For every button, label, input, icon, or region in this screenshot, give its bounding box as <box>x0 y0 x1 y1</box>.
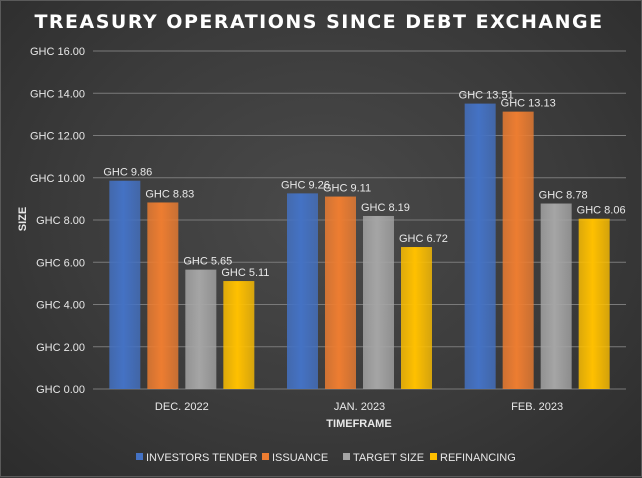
bar-issuance <box>325 196 356 389</box>
data-label-refinancing: GHC 6.72 <box>399 233 448 245</box>
y-tick-label: GHC 8.00 <box>36 215 85 227</box>
data-label-target-size: GHC 8.19 <box>361 202 410 214</box>
data-label-issuance: GHC 9.11 <box>323 183 371 195</box>
legend-swatch-investors-tender <box>136 453 143 460</box>
data-label-refinancing: GHC 8.06 <box>577 205 626 217</box>
bar-target-size <box>540 203 572 389</box>
bar-issuance <box>147 202 179 389</box>
bar-refinancing <box>401 247 432 389</box>
legend-label-target-size: TARGET SIZE <box>353 452 424 464</box>
x-tick-label: JAN. 2023 <box>334 401 385 413</box>
y-axis-title: SIZE <box>17 207 29 231</box>
x-tick-label: FEB. 2023 <box>511 401 563 413</box>
bar-refinancing <box>578 218 610 389</box>
data-label-issuance: GHC 8.83 <box>145 188 194 200</box>
bar-target-size <box>185 269 217 389</box>
data-label-refinancing: GHC 5.11 <box>221 267 269 279</box>
x-tick-label: DEC. 2022 <box>155 401 209 413</box>
y-tick-label: GHC 14.00 <box>30 88 85 100</box>
bar-investors-tender <box>287 193 318 389</box>
bar-issuance <box>502 111 534 389</box>
data-label-investors-tender: GHC 9.86 <box>103 167 152 179</box>
legend: INVESTORS TENDER ISSUANCE TARGET SIZE REFIN… <box>136 452 516 464</box>
legend-swatch-issuance <box>262 453 269 460</box>
legend-label-investors-tender: INVESTORS TENDER <box>146 452 258 464</box>
bar-refinancing <box>223 281 255 389</box>
legend-label-refinancing: REFINANCING <box>440 452 516 464</box>
bar-investors-tender <box>464 103 496 389</box>
y-tick-label: GHC 2.00 <box>36 342 85 354</box>
legend-label-issuance: ISSUANCE <box>272 452 328 464</box>
bar-investors-tender <box>109 180 141 389</box>
y-tick-label: GHC 12.00 <box>30 131 85 143</box>
y-axis-ticks: GHC 0.00 GHC 2.00 GHC 4.00 GHC 6.00 GHC 8.00… <box>30 46 85 396</box>
data-label-target-size: GHC 5.65 <box>183 256 232 268</box>
data-label-issuance: GHC 13.13 <box>501 98 556 110</box>
bars <box>109 103 610 389</box>
data-label-investors-tender: GHC 9.26 <box>281 179 330 191</box>
legend-swatch-refinancing <box>430 453 437 460</box>
y-tick-label: GHC 4.00 <box>36 300 85 312</box>
y-tick-label: GHC 16.00 <box>30 46 85 58</box>
y-tick-label: GHC 10.00 <box>30 173 85 185</box>
gridlines <box>93 50 626 390</box>
y-tick-label: GHC 6.00 <box>36 257 85 269</box>
legend-swatch-target-size <box>343 453 350 460</box>
x-axis-title: TIMEFRAME <box>326 418 391 430</box>
chart-title: TREASURY OPERATIONS SINCE DEBT EXCHANGE <box>34 11 603 33</box>
data-label-investors-tender: GHC 13.51 <box>459 90 514 102</box>
data-label-target-size: GHC 8.78 <box>539 190 588 202</box>
y-tick-label: GHC 0.00 <box>36 384 85 396</box>
bar-target-size <box>363 215 394 389</box>
x-axis-categories: DEC. 2022 JAN. 2023 FEB. 2023 <box>155 401 563 413</box>
